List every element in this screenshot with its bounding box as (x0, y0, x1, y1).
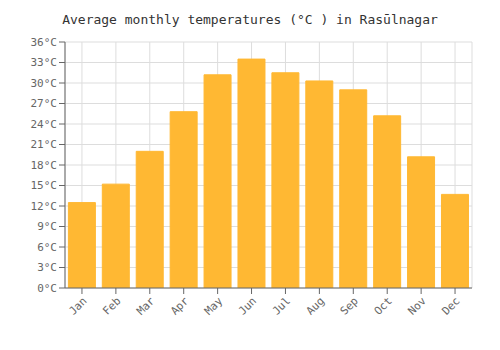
svg-text:Jul: Jul (270, 294, 293, 317)
svg-text:33°C: 33°C (31, 56, 58, 69)
svg-text:21°C: 21°C (31, 138, 58, 151)
svg-text:12°C: 12°C (31, 200, 58, 213)
svg-text:30°C: 30°C (31, 77, 58, 90)
svg-text:27°C: 27°C (31, 97, 58, 110)
svg-text:24°C: 24°C (31, 118, 58, 131)
svg-text:Jan: Jan (66, 294, 89, 317)
svg-text:Jun: Jun (236, 294, 259, 317)
svg-text:Mar: Mar (134, 294, 158, 318)
svg-text:3°C: 3°C (37, 261, 57, 274)
svg-text:36°C: 36°C (31, 36, 58, 49)
svg-text:Aug: Aug (304, 294, 327, 317)
svg-text:Nov: Nov (406, 294, 430, 318)
svg-text:May: May (202, 294, 226, 318)
svg-text:Dec: Dec (439, 294, 462, 317)
svg-text:Apr: Apr (168, 294, 192, 318)
svg-text:15°C: 15°C (31, 179, 58, 192)
svg-text:Sep: Sep (338, 294, 361, 317)
svg-text:Feb: Feb (100, 294, 123, 317)
svg-text:18°C: 18°C (31, 159, 58, 172)
html-text:Average monthly temperatures (: Average monthly temperatures (°C ) in Ra… (62, 12, 438, 27)
svg-text:0°C: 0°C (37, 282, 57, 295)
svg-text:6°C: 6°C (37, 241, 57, 254)
svg-text:Oct: Oct (372, 294, 395, 317)
svg-text:9°C: 9°C (37, 220, 57, 233)
